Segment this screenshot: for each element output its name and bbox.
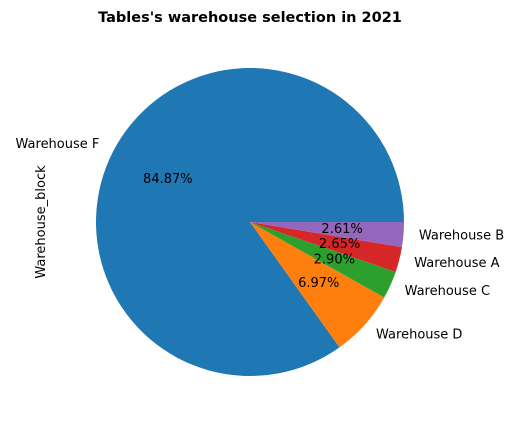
slice-label: Warehouse D <box>376 328 462 343</box>
slice-percent-label: 84.87% <box>143 172 193 187</box>
pie-slice-warehouse-a <box>250 222 402 272</box>
slice-label: Warehouse A <box>414 256 499 271</box>
slice-percent-label: 2.90% <box>314 252 355 267</box>
pie-slices <box>95 68 404 377</box>
pie-slice-warehouse-c <box>250 222 396 298</box>
pie-slice-warehouse-f <box>95 68 404 377</box>
slice-percent-label: 2.61% <box>321 222 362 237</box>
y-axis-label: Warehouse_block <box>34 165 49 279</box>
slice-label: Warehouse F <box>16 137 100 152</box>
slice-label: Warehouse C <box>405 284 490 299</box>
chart-title: Tables's warehouse selection in 2021 <box>98 10 402 26</box>
slice-percent-label: 6.97% <box>298 276 339 291</box>
pie-labels: Warehouse F 84.87% Warehouse D 6.97% Warehou… <box>16 137 505 343</box>
slice-percent-label: 2.65% <box>319 237 360 252</box>
pie-slice-warehouse-d <box>250 222 385 348</box>
pie-slice-warehouse-b <box>250 222 404 248</box>
slice-label: Warehouse B <box>419 228 504 243</box>
